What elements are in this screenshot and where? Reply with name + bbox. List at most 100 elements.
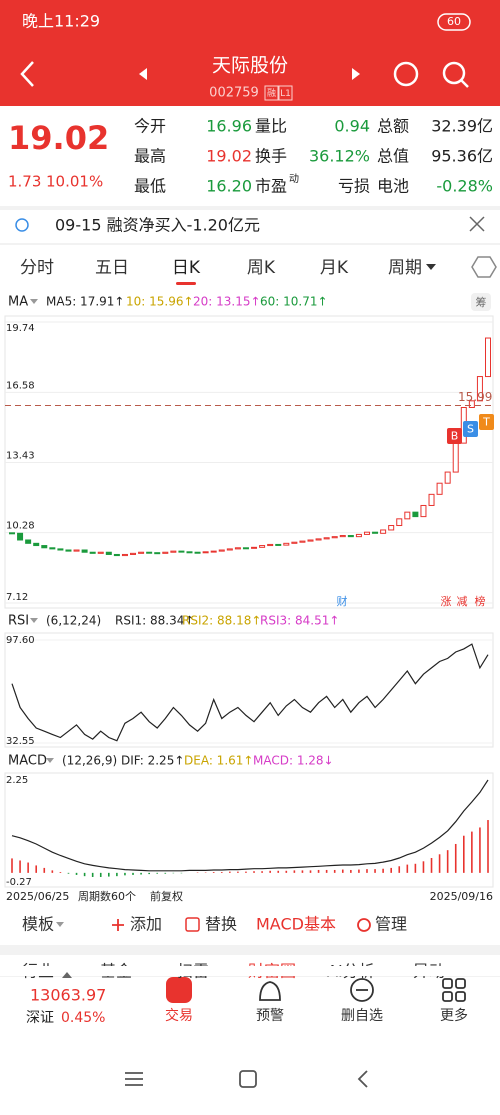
period-tab[interactable]: 日K — [172, 258, 201, 278]
nav-item[interactable]: 更多 — [440, 1007, 468, 1024]
candle — [307, 539, 314, 542]
trade-icon[interactable] — [166, 977, 192, 1003]
menu-key[interactable] — [125, 1072, 143, 1086]
candle — [81, 549, 88, 553]
field-label: 电池 — [377, 177, 409, 196]
candle — [251, 546, 258, 549]
period-tab[interactable]: 分时 — [20, 258, 54, 278]
candle — [315, 538, 322, 541]
divider — [0, 206, 500, 210]
candle — [162, 551, 169, 554]
ma-value: 60: 10.71↑ — [260, 295, 328, 309]
search-icon[interactable] — [442, 61, 466, 85]
event-tag[interactable]: 涨 — [441, 595, 452, 608]
candle — [33, 542, 40, 547]
macd-label: MACD — [8, 754, 47, 769]
candle — [396, 518, 403, 527]
ma-value: 20: 13.15↑ — [193, 295, 261, 309]
nav-item[interactable]: 交易 — [165, 1007, 193, 1024]
candle — [218, 549, 225, 552]
candle — [113, 553, 120, 557]
field-value: 亏损 — [338, 177, 370, 196]
chip-button — [471, 293, 491, 311]
more-icon[interactable] — [442, 978, 466, 1002]
battery-level: 60 — [447, 15, 461, 28]
period-tab[interactable]: 周期 — [388, 258, 422, 278]
candle — [130, 552, 137, 555]
field-label: 最高 — [134, 147, 166, 166]
home-key[interactable] — [239, 1070, 257, 1088]
prev-stock[interactable] — [139, 68, 147, 80]
price-change-pct: 10.01% — [46, 173, 103, 191]
toolbar-item[interactable]: MACD基本 — [256, 915, 336, 934]
period-tab[interactable]: 月K — [320, 258, 349, 278]
candle — [412, 511, 419, 518]
event-tag[interactable]: 减 — [457, 595, 468, 608]
badge: 融 — [267, 88, 276, 99]
macd-params: (12,26,9) — [62, 754, 117, 768]
assistant-icon[interactable] — [393, 61, 419, 87]
index-pct: 0.45% — [61, 1010, 105, 1026]
toolbar-item[interactable]: 添加 — [130, 915, 162, 934]
badge: L1 — [280, 89, 291, 99]
candle — [89, 551, 96, 554]
period-tab[interactable]: 周K — [247, 258, 276, 278]
x-count: 周期数60个 — [78, 890, 136, 903]
y-tick-label: 2.25 — [6, 775, 28, 786]
ma-value: MA5: 17.91↑ — [46, 295, 124, 309]
candle — [355, 533, 362, 538]
chip-label[interactable]: 筹 — [476, 295, 487, 309]
field-value: 0.94 — [334, 117, 370, 136]
dropdown-arrow — [56, 922, 64, 927]
nav-item[interactable]: 预警 — [256, 1008, 284, 1024]
dropdown-arrow — [46, 758, 54, 763]
candle — [291, 541, 298, 544]
trade-mark-label: B — [451, 430, 459, 443]
toolbar-item[interactable]: 替换 — [205, 915, 237, 934]
candle — [170, 550, 177, 553]
field-value: 19.02 — [206, 147, 252, 166]
back-key[interactable] — [357, 1070, 368, 1088]
toolbar-item[interactable]: 管理 — [375, 915, 407, 934]
field-value: 36.12% — [309, 147, 370, 166]
notice-text[interactable]: 09-15 融资净买入-1.20亿元 — [55, 216, 260, 235]
divider — [0, 945, 500, 955]
period-tab[interactable]: 五日 — [95, 258, 129, 278]
candle — [275, 543, 282, 546]
cost-line-label: 15.99 — [458, 390, 492, 404]
remove-icon[interactable] — [350, 978, 374, 1002]
candle — [234, 547, 241, 550]
divider — [0, 243, 500, 245]
candle — [49, 547, 56, 550]
dif-line — [11, 779, 489, 872]
candle — [73, 549, 80, 552]
candle — [372, 531, 379, 534]
swap-icon — [185, 917, 200, 932]
settings-icon[interactable] — [471, 256, 497, 278]
candle — [267, 543, 274, 547]
notice-close[interactable] — [469, 216, 485, 232]
next-stock[interactable] — [352, 68, 360, 80]
candle — [194, 551, 201, 554]
header-bg — [0, 0, 500, 106]
notice-icon — [15, 218, 29, 232]
field-label: 最低 — [134, 177, 166, 196]
dropdown-arrow — [30, 618, 38, 623]
index-name: 深证 — [26, 1010, 54, 1026]
toolbar-item[interactable]: 模板 — [22, 915, 54, 934]
macd-legend: MACD: 1.28↓ — [253, 754, 334, 768]
event-tag[interactable]: 财 — [337, 594, 348, 608]
price-change: 1.73 — [8, 173, 41, 191]
index-value: 13063.97 — [30, 986, 106, 1005]
nav-item[interactable]: 删自选 — [341, 1008, 383, 1024]
battery — [437, 13, 471, 31]
candle — [420, 504, 427, 518]
candle — [331, 536, 338, 539]
alert-icon[interactable] — [259, 981, 281, 1001]
candle — [178, 550, 185, 553]
candle — [186, 551, 193, 554]
candle — [323, 537, 330, 540]
back-button[interactable] — [20, 61, 34, 87]
event-tag[interactable]: 榜 — [475, 594, 486, 608]
